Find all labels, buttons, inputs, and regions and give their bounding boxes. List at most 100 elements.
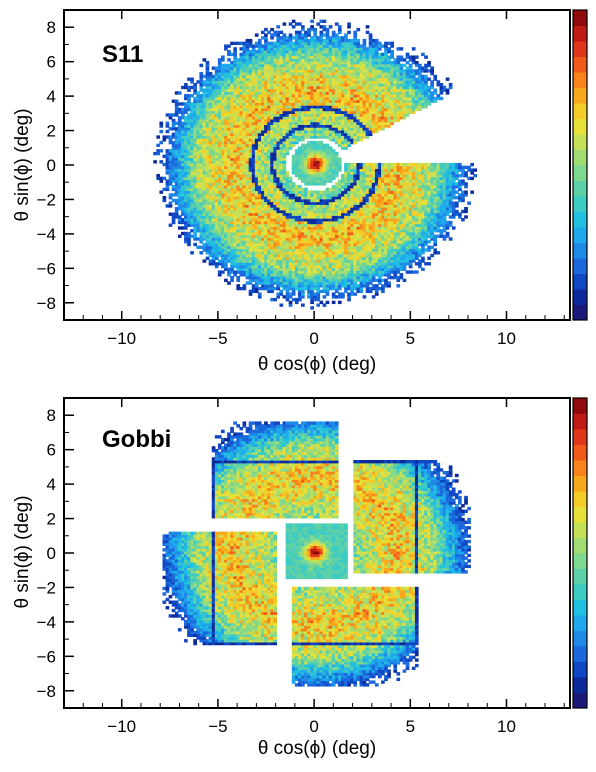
heatmap-cell	[227, 256, 231, 260]
heatmap-cell	[285, 176, 290, 181]
heatmap-cell	[341, 212, 345, 216]
heatmap-cell	[224, 160, 228, 164]
heatmap-cell	[276, 146, 281, 150]
heatmap-cell	[350, 198, 354, 203]
heatmap-cell	[436, 198, 441, 203]
heatmap-cell	[464, 165, 468, 170]
heatmap-cell	[371, 201, 376, 205]
heatmap-cell	[214, 127, 219, 131]
heatmap-cell	[377, 270, 382, 274]
heatmap-cell	[328, 245, 333, 249]
heatmap-cell	[224, 204, 228, 208]
heatmap-cell	[368, 242, 373, 247]
heatmap-cell	[353, 132, 358, 136]
heatmap-cell	[301, 151, 305, 156]
heatmap-cell	[334, 124, 339, 128]
heatmap-cell	[337, 113, 342, 117]
heatmap-cell	[251, 270, 256, 274]
heatmap-cell	[445, 201, 450, 205]
heatmap-cell	[202, 234, 207, 238]
heatmap-cell	[331, 267, 336, 271]
heatmap-cell	[328, 220, 333, 225]
heatmap-cell	[368, 162, 373, 167]
heatmap-cell	[307, 215, 311, 219]
heatmap-cell	[165, 162, 170, 167]
heatmap-cell	[257, 127, 262, 131]
heatmap-cell	[227, 196, 231, 200]
heatmap-cell	[362, 173, 367, 178]
heatmap-cell	[319, 196, 324, 200]
heatmap-cell	[350, 234, 354, 238]
heatmap-cell	[313, 242, 318, 247]
heatmap-cell	[436, 212, 441, 216]
heatmap-cell	[276, 215, 281, 219]
heatmap-cell	[239, 184, 244, 189]
heatmap-cell	[279, 218, 284, 222]
heatmap-cell	[199, 231, 204, 236]
heatmap-cell	[331, 226, 336, 230]
heatmap-cell	[436, 215, 441, 219]
heatmap-cell	[316, 251, 321, 255]
heatmap-cell	[322, 196, 327, 200]
heatmap-cell	[276, 143, 281, 147]
heatmap-cell	[177, 196, 182, 200]
heatmap-cell	[334, 198, 339, 203]
heatmap-cell	[184, 157, 188, 161]
heatmap-cell	[337, 198, 342, 203]
heatmap-cell	[307, 121, 311, 125]
heatmap-cell	[205, 231, 210, 236]
heatmap-cell	[282, 157, 287, 161]
heatmap-cell	[270, 262, 274, 266]
heatmap-cell	[270, 132, 274, 136]
heatmap-cell	[344, 173, 348, 178]
heatmap-cell	[359, 173, 364, 178]
heatmap-cell	[193, 154, 197, 159]
heatmap-cell	[325, 278, 330, 283]
heatmap-cell	[233, 245, 237, 249]
heatmap-cell	[159, 129, 164, 134]
heatmap-cell	[214, 201, 219, 205]
heatmap-cell	[334, 162, 339, 167]
heatmap-cell	[205, 220, 210, 225]
heatmap-cell	[381, 162, 385, 167]
heatmap-cell	[381, 229, 385, 233]
heatmap-cell	[245, 248, 250, 252]
heatmap-cell	[319, 201, 324, 205]
heatmap-cell	[248, 132, 253, 136]
heatmap-cell	[168, 201, 173, 205]
heatmap-cell	[368, 267, 373, 271]
heatmap-cell	[248, 223, 253, 227]
heatmap-cell	[377, 237, 382, 241]
heatmap-cell	[396, 242, 401, 247]
heatmap-cell	[341, 173, 345, 178]
heatmap-cell	[405, 248, 410, 252]
heatmap-cell	[436, 218, 441, 222]
heatmap-cell	[233, 157, 237, 161]
heatmap-cell	[193, 207, 197, 211]
heatmap-cell	[220, 223, 225, 227]
heatmap-cell	[368, 127, 373, 131]
heatmap-cell	[307, 245, 311, 249]
heatmap-cell	[390, 173, 394, 178]
heatmap-cell	[353, 204, 358, 208]
heatmap-cell	[396, 278, 401, 283]
heatmap-cell	[316, 198, 321, 203]
heatmap-cell	[414, 270, 419, 274]
heatmap-cell	[334, 242, 339, 247]
heatmap-cell	[291, 124, 296, 128]
heatmap-cell	[217, 248, 222, 252]
heatmap-cell	[442, 198, 447, 203]
heatmap-cell	[405, 245, 410, 249]
heatmap-cell	[374, 110, 379, 114]
heatmap-cell	[180, 231, 185, 236]
heatmap-cell	[267, 157, 271, 161]
heatmap-cell	[374, 273, 379, 277]
heatmap-cell	[337, 270, 342, 274]
heatmap-cell	[282, 201, 287, 205]
heatmap-cell	[322, 149, 327, 153]
heatmap-cell	[304, 234, 308, 238]
heatmap-cell	[304, 248, 308, 252]
heatmap-cell	[359, 121, 364, 125]
heatmap-cell	[153, 160, 157, 164]
heatmap-cell	[288, 245, 293, 249]
